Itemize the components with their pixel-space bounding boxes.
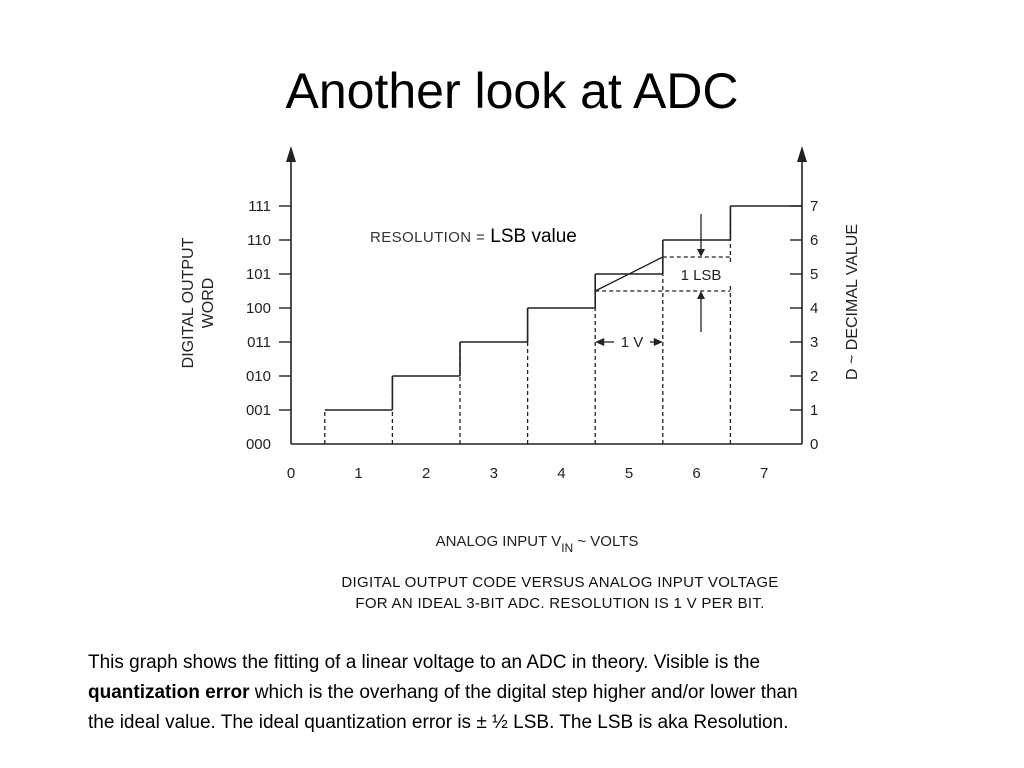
resolution-value: LSB value (487, 226, 580, 248)
right-y-tick-label: 5 (810, 266, 818, 283)
x-tick-label: 3 (490, 465, 498, 482)
one-v-label-bg (612, 332, 652, 352)
x-tick-label: 0 (287, 465, 295, 482)
lsb-label: 1 LSB (681, 267, 722, 284)
right-y-tick-label: 3 (810, 334, 818, 351)
x-tick-label: 4 (557, 465, 565, 482)
chart-caption: DIGITAL OUTPUT CODE VERSUS ANALOG INPUT … (250, 572, 870, 614)
resolution-annotation: RESOLUTION = LSB value (370, 224, 580, 250)
one-v-arrow-right (653, 338, 663, 346)
x-tick-label: 1 (354, 465, 362, 482)
ideal-line (594, 256, 664, 292)
left-y-tick-label: 011 (247, 334, 271, 351)
x-axis-title: ANALOG INPUT VIN ~ VOLTS (436, 533, 639, 555)
caption-line-2: FOR AN IDEAL 3-BIT ADC. RESOLUTION IS 1 … (355, 595, 765, 612)
right-axis-arrowhead (797, 146, 807, 162)
body-bold-term: quantization error (88, 682, 250, 703)
left-y-axis-title-line2: WORD (200, 278, 217, 329)
body-text-2: which is the overhang of the digital ste… (249, 682, 798, 703)
left-y-tick-label: 101 (246, 266, 271, 283)
lsb-label-bg (670, 263, 732, 285)
left-y-tick-label: 110 (247, 232, 271, 249)
left-y-tick-label: 111 (248, 198, 271, 215)
slide-title: Another look at ADC (285, 63, 739, 119)
left-y-tick-label: 000 (246, 436, 271, 453)
left-axis-arrowhead (286, 146, 296, 162)
lsb-arrow-bottom-head (697, 291, 705, 299)
x-tick-label: 7 (760, 465, 768, 482)
right-y-axis-title: D ~ DECIMAL VALUE (844, 224, 861, 380)
right-y-tick-label: 4 (810, 300, 818, 317)
body-text-3: the ideal value. The ideal quantization … (88, 712, 789, 733)
left-y-tick-label: 001 (246, 402, 271, 419)
lsb-arrow-top-head (697, 249, 705, 257)
right-y-tick-label: 2 (810, 368, 818, 385)
right-y-tick-label: 7 (810, 198, 818, 215)
body-paragraph: This graph shows the fitting of a linear… (88, 648, 988, 738)
caption-line-1: DIGITAL OUTPUT CODE VERSUS ANALOG INPUT … (341, 574, 779, 591)
left-y-tick-label: 100 (246, 300, 271, 317)
body-text-1: This graph shows the fitting of a linear… (88, 652, 761, 673)
resolution-label: RESOLUTION = (370, 228, 486, 246)
x-tick-label: 2 (422, 465, 430, 482)
one-v-arrow-left (595, 338, 605, 346)
x-tick-label: 6 (692, 465, 700, 482)
left-y-axis-title-line1: DIGITAL OUTPUT (180, 237, 197, 368)
right-y-tick-label: 1 (810, 402, 818, 419)
right-y-tick-label: 0 (810, 436, 818, 453)
right-y-tick-label: 6 (810, 232, 818, 249)
one-v-label: 1 V (621, 334, 644, 351)
left-y-tick-label: 010 (246, 368, 271, 385)
x-tick-label: 5 (625, 465, 633, 482)
